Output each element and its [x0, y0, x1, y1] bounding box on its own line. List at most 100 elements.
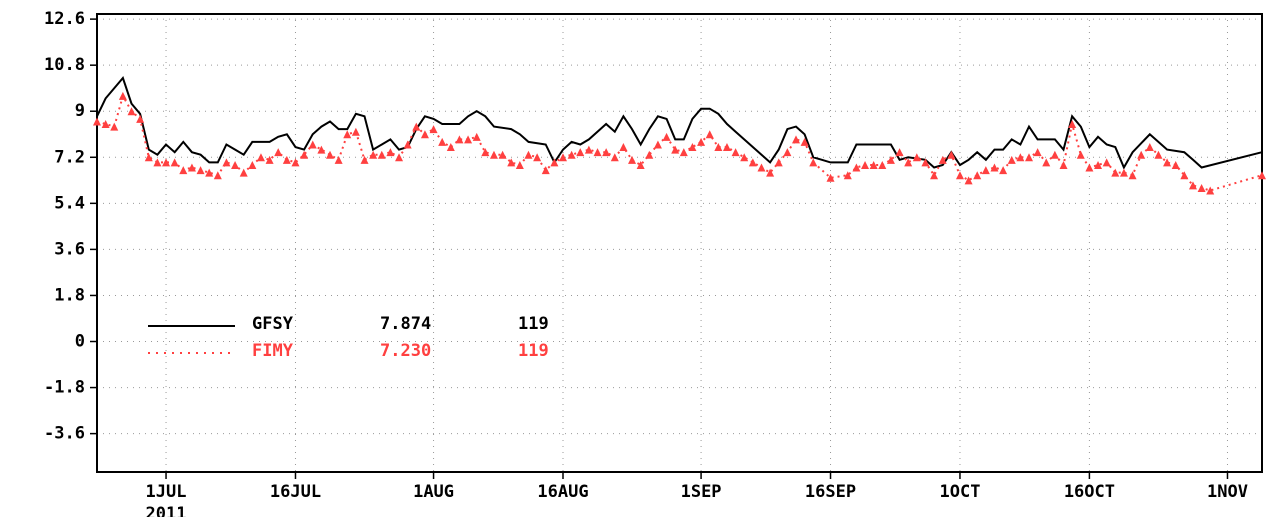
point-marker [213, 171, 222, 180]
point-marker [878, 160, 887, 169]
point-marker [265, 155, 274, 164]
x-tick-label: 16JUL [270, 482, 321, 502]
y-tick-label: 1.8 [54, 285, 85, 305]
point-marker [1171, 160, 1180, 169]
point-marker [153, 158, 162, 167]
point-marker [895, 148, 904, 157]
point-marker [256, 153, 265, 162]
point-marker [515, 160, 524, 169]
point-marker [1180, 171, 1189, 180]
x-tick-label: 1NOV [1207, 482, 1248, 502]
point-marker [282, 155, 291, 164]
point-marker [714, 143, 723, 152]
point-marker [861, 160, 870, 169]
point-marker [472, 132, 481, 141]
x-tick-label: 16OCT [1064, 482, 1115, 502]
point-marker [127, 107, 136, 116]
point-marker [584, 145, 593, 154]
y-tick-label: 9 [75, 101, 85, 121]
point-marker [1128, 171, 1137, 180]
point-marker [705, 130, 714, 139]
point-marker [1154, 150, 1163, 159]
point-marker [300, 150, 309, 159]
y-tick-label: 12.6 [44, 9, 85, 29]
point-marker [921, 158, 930, 167]
point-marker [852, 163, 861, 172]
point-marker [938, 155, 947, 164]
point-marker [688, 143, 697, 152]
point-marker [170, 158, 179, 167]
point-marker [792, 135, 800, 144]
point-marker [1050, 150, 1059, 159]
point-marker [740, 153, 749, 162]
point-marker [636, 160, 645, 169]
y-tick-label: 3.6 [54, 239, 85, 259]
point-marker [326, 150, 334, 159]
point-marker [118, 91, 127, 100]
series-line [96, 76, 1263, 170]
point-marker [1111, 168, 1120, 177]
point-marker [369, 150, 378, 159]
x-tick-label: 1JUL [146, 482, 187, 502]
point-marker [912, 153, 921, 162]
point-marker [999, 166, 1008, 175]
point-marker [774, 158, 783, 167]
point-marker [343, 130, 352, 139]
point-marker [809, 158, 818, 167]
point-marker [576, 148, 585, 157]
point-marker [317, 145, 326, 154]
point-marker [602, 148, 611, 157]
point-marker [1094, 160, 1103, 169]
point-marker [239, 168, 248, 177]
point-marker [231, 160, 240, 169]
y-tick-label: 5.4 [54, 193, 85, 213]
point-marker [990, 163, 999, 172]
point-marker [438, 137, 447, 146]
x-tick-label: 1OCT [939, 482, 980, 502]
point-marker [498, 150, 507, 159]
point-marker [1137, 150, 1146, 159]
point-marker [395, 153, 404, 162]
point-marker [1076, 150, 1085, 159]
point-marker [110, 122, 119, 131]
point-marker [489, 150, 498, 159]
point-marker [671, 145, 680, 154]
point-marker [628, 155, 637, 164]
point-marker [1068, 120, 1077, 129]
point-marker [507, 158, 516, 167]
point-marker [93, 117, 101, 126]
y-tick-label: -3.6 [44, 424, 85, 444]
point-marker [1258, 171, 1266, 180]
point-marker [196, 166, 205, 175]
point-marker [550, 158, 559, 167]
point-marker [1025, 153, 1033, 162]
point-marker [559, 153, 567, 162]
point-marker [1119, 168, 1128, 177]
point-marker [481, 148, 490, 157]
point-marker [679, 148, 688, 157]
x-tick-label: 16SEP [805, 482, 856, 502]
point-marker [1042, 158, 1051, 167]
point-marker [1033, 148, 1042, 157]
x-tick-label: 16AUG [537, 482, 588, 502]
point-marker [973, 171, 982, 180]
point-marker [757, 163, 766, 172]
y-tick-label: 0 [75, 332, 85, 352]
point-marker [144, 153, 153, 162]
point-marker [429, 125, 438, 134]
point-marker [420, 130, 429, 139]
year-label: 2011 [146, 504, 187, 517]
point-marker [697, 137, 706, 146]
x-tick-label: 1SEP [681, 482, 722, 502]
y-tick-label: 7.2 [54, 147, 85, 167]
point-marker [1197, 183, 1206, 192]
legend-mean: 7.230 [380, 341, 431, 361]
point-marker [766, 168, 775, 177]
legend-label: GFSY [252, 314, 294, 334]
plot-frame [96, 13, 1263, 473]
point-marker [248, 160, 257, 169]
point-marker [136, 114, 145, 123]
point-marker [222, 158, 231, 167]
point-marker [1145, 143, 1154, 152]
